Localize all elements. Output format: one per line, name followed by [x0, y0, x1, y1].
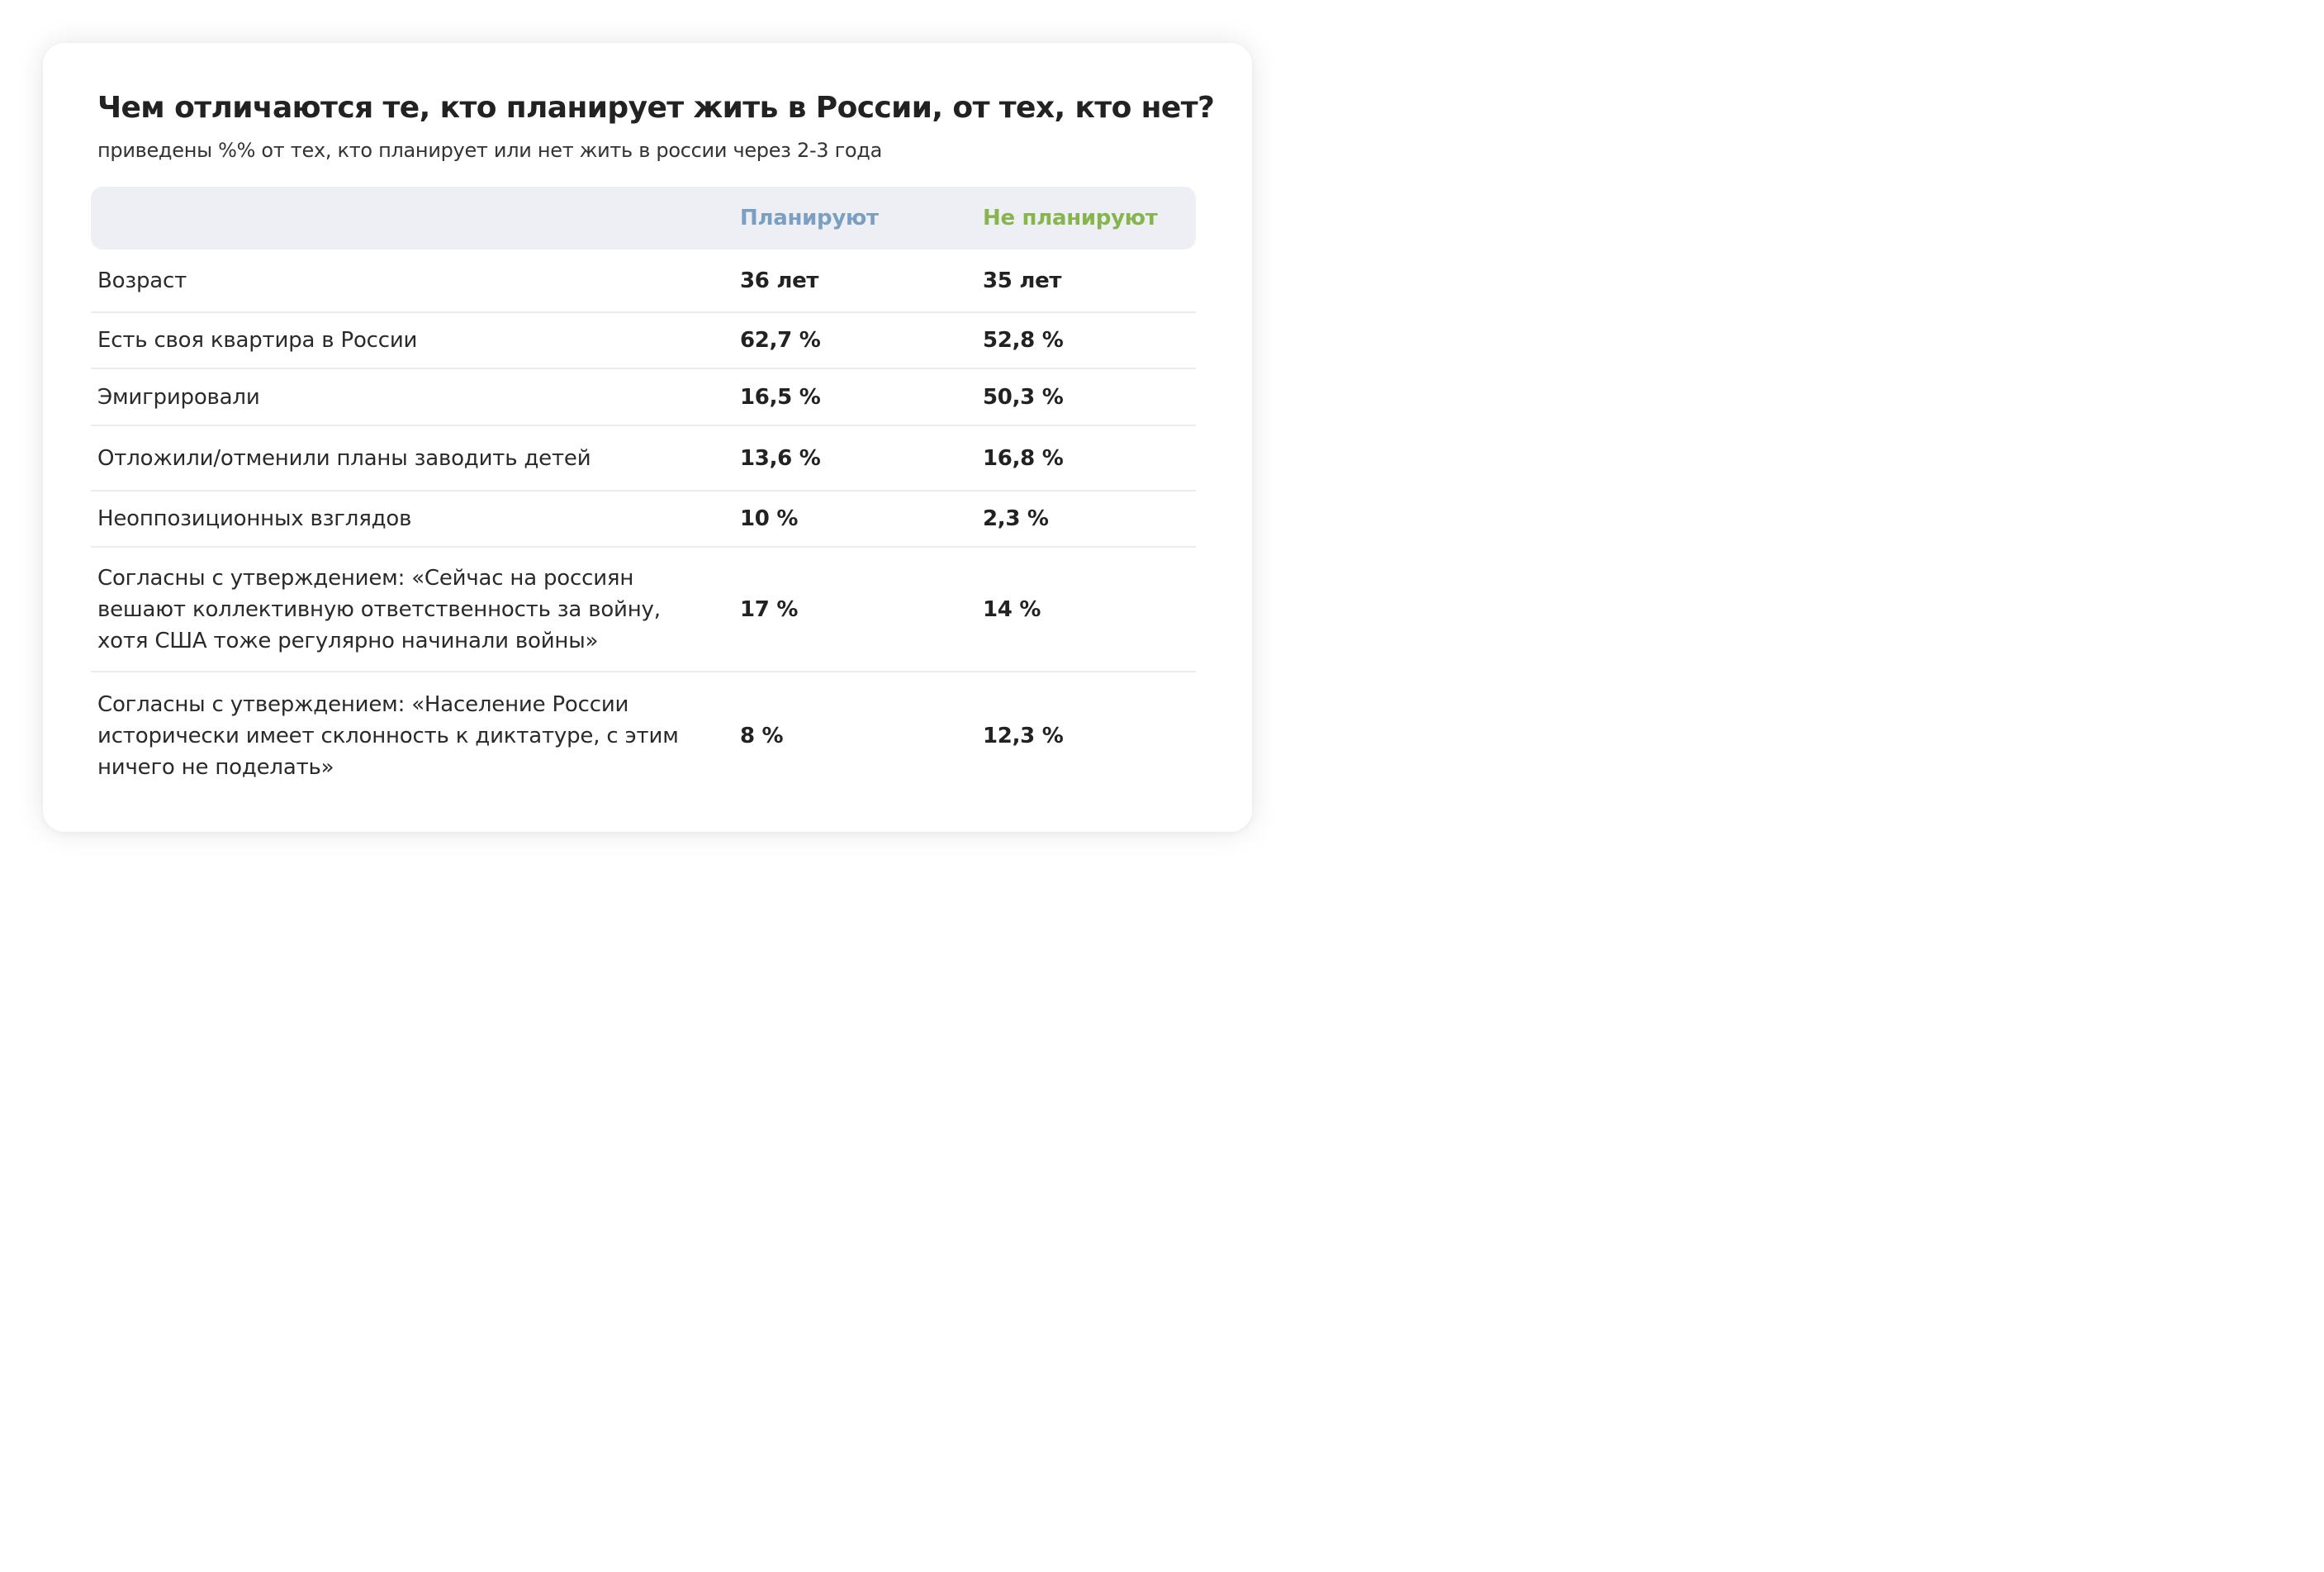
row-label: Эмигрировали: [97, 384, 260, 410]
value-not-planning: 50,3 %: [983, 384, 1064, 410]
comparison-table: Планируют Не планируют Возраст 36 лет 35…: [91, 187, 1196, 800]
row-label: Отложили/отменили планы заводить детей: [97, 445, 591, 471]
row-label: Возраст: [97, 268, 187, 293]
value-not-planning: 35 лет: [983, 268, 1062, 293]
table-header: Планируют Не планируют: [91, 187, 1196, 249]
value-planning: 13,6 %: [740, 445, 821, 471]
table-row: Согласны с утверждением: «Сейчас на росс…: [91, 548, 1196, 672]
table-row: Отложили/отменили планы заводить детей 1…: [91, 426, 1196, 492]
table-row: Возраст 36 лет 35 лет: [91, 249, 1196, 313]
value-planning: 16,5 %: [740, 384, 821, 410]
table-row: Согласны с утверждением: «Население Росс…: [91, 672, 1196, 800]
table-row: Есть своя квартира в России 62,7 % 52,8 …: [91, 313, 1196, 369]
value-planning: 62,7 %: [740, 328, 821, 353]
row-label: Есть своя квартира в России: [97, 328, 418, 353]
value-planning: 17 %: [740, 596, 799, 622]
value-planning: 10 %: [740, 506, 799, 531]
value-planning: 36 лет: [740, 268, 819, 293]
row-label: Согласны с утверждением: «Сейчас на росс…: [97, 565, 661, 653]
value-not-planning: 14 %: [983, 596, 1041, 622]
value-not-planning: 16,8 %: [983, 445, 1064, 471]
value-not-planning: 52,8 %: [983, 328, 1064, 353]
page-subtitle: приведены %% от тех, кто планирует или н…: [97, 139, 882, 162]
value-not-planning: 12,3 %: [983, 724, 1064, 748]
value-planning: 8 %: [740, 724, 784, 748]
value-not-planning: 2,3 %: [983, 506, 1049, 531]
row-label: Согласны с утверждением: «Население Росс…: [97, 692, 679, 780]
column-header-not-planning: Не планируют: [983, 206, 1158, 230]
page-title: Чем отличаются те, кто планирует жить в …: [97, 91, 1215, 125]
table-row: Неоппозиционных взглядов 10 % 2,3 %: [91, 492, 1196, 548]
table-row: Эмигрировали 16,5 % 50,3 %: [91, 369, 1196, 426]
row-label: Неоппозиционных взглядов: [97, 506, 412, 531]
column-header-planning: Планируют: [740, 206, 879, 230]
comparison-card: Чем отличаются те, кто планирует жить в …: [43, 43, 1252, 832]
